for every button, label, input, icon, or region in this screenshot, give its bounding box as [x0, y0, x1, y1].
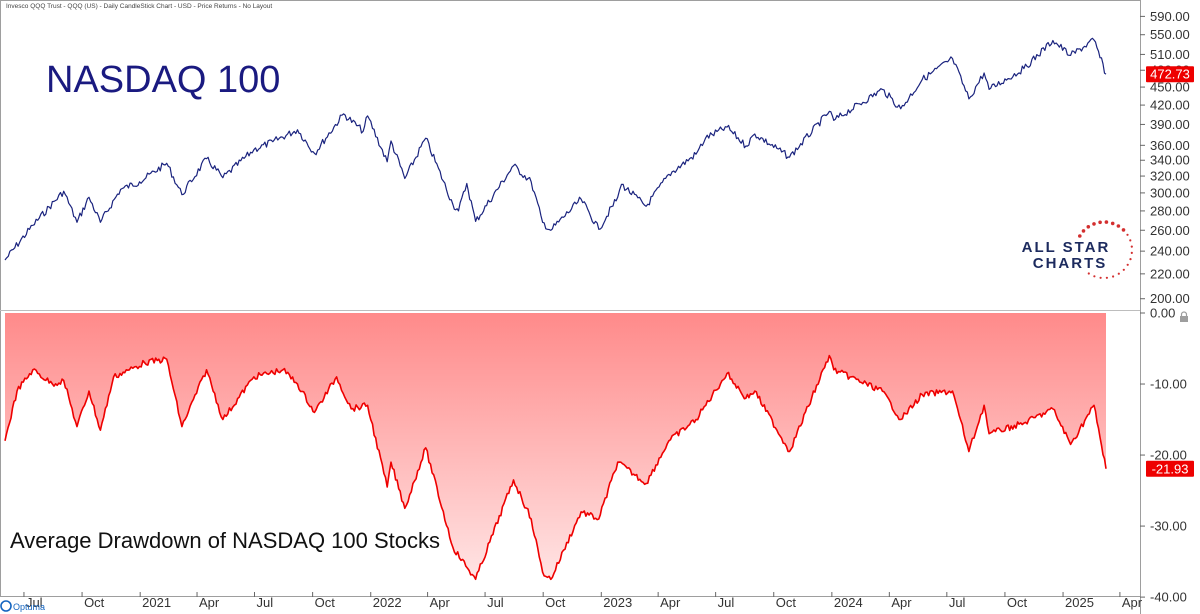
x-tick-label-15: Apr [891, 595, 912, 610]
logo-star-17 [1112, 275, 1115, 278]
logo-star-6 [1110, 221, 1115, 226]
price-tick-label-5: 420.00 [1150, 98, 1190, 113]
drawdown-last-value-badge: -21.93 [1146, 460, 1194, 477]
logo-star-2 [1086, 225, 1091, 229]
logo-star-19 [1099, 276, 1102, 279]
x-tick-label-8: Jul [487, 595, 504, 610]
x-tick-label-14: 2024 [834, 595, 863, 610]
price-tick-label-2: 510.00 [1150, 47, 1190, 62]
x-tick-label-5: Oct [315, 595, 336, 610]
logo-star-15 [1122, 268, 1125, 271]
drawdown-series-line [4, 354, 1107, 581]
x-tick-label-9: Oct [545, 595, 566, 610]
x-tick-label-13: Oct [776, 595, 797, 610]
price-last-value-badge: 472.73 [1146, 66, 1194, 83]
drawdown-axis-ticks: 0.00 -10.00 -20.00 -30.00 -40.00 [1140, 306, 1187, 605]
x-tick-label-0: Jul [26, 595, 43, 610]
drawdown-last-value: -21.93 [1152, 461, 1189, 476]
chart-subtitle: Invesco QQQ Trust - QQQ (US) - Daily Can… [6, 3, 272, 10]
price-tick-label-4: 450.00 [1150, 80, 1190, 95]
price-tick-label-6: 390.00 [1150, 117, 1190, 132]
logo-star-0 [1078, 234, 1082, 238]
x-tick-label-12: Jul [718, 595, 735, 610]
logo-star-11 [1130, 245, 1133, 248]
drawdown-panel-title: Average Drawdown of NASDAQ 100 Stocks [10, 528, 440, 553]
price-tick-label-1: 550.00 [1150, 27, 1190, 42]
logo-star-12 [1130, 251, 1133, 254]
x-tick-label-10: 2023 [603, 595, 632, 610]
price-last-value: 472.73 [1150, 67, 1190, 82]
price-tick-label-13: 240.00 [1150, 244, 1190, 259]
price-tick-label-8: 340.00 [1150, 153, 1190, 168]
logo-star-20 [1093, 275, 1096, 278]
logo-star-8 [1121, 228, 1126, 232]
x-tick-label-1: Oct [84, 595, 105, 610]
logo-star-10 [1129, 239, 1132, 242]
x-tick-label-2: 2021 [142, 595, 171, 610]
price-axis-ticks: 590.00550.00510.00480.00450.00420.00390.… [1140, 9, 1190, 306]
price-tick-label-9: 320.00 [1150, 169, 1190, 184]
price-tick-label-10: 300.00 [1150, 185, 1190, 200]
optuma-logo: Optuma [0, 600, 45, 612]
x-tick-label-19: Apr [1122, 595, 1143, 610]
x-tick-label-18: 2025 [1065, 595, 1094, 610]
logo-star-1 [1081, 229, 1086, 233]
price-tick-label-11: 280.00 [1150, 203, 1190, 218]
all-star-charts-logo: ALL STAR CHARTS [1022, 220, 1133, 279]
x-tick-label-17: Oct [1007, 595, 1028, 610]
price-tick-label-0: 590.00 [1150, 9, 1190, 24]
logo-star-21 [1087, 272, 1090, 275]
x-tick-label-11: Apr [660, 595, 681, 610]
logo-star-7 [1116, 224, 1121, 228]
logo-star-14 [1126, 263, 1129, 266]
logo-star-16 [1117, 272, 1120, 275]
price-tick-label-7: 360.00 [1150, 138, 1190, 153]
x-tick-label-16: Jul [949, 595, 966, 610]
price-tick-label-15: 200.00 [1150, 291, 1190, 306]
lock-icon[interactable] [1180, 311, 1188, 322]
price-tick-label-12: 260.00 [1150, 223, 1190, 238]
logo-star-18 [1105, 276, 1108, 279]
optuma-label: Optuma [13, 602, 45, 612]
drawdown-tick-label-4: -40.00 [1150, 590, 1187, 605]
x-tick-label-7: Apr [430, 595, 451, 610]
optuma-icon [0, 600, 12, 612]
drawdown-tick-label-3: -30.00 [1150, 519, 1187, 534]
logo-star-9 [1126, 233, 1129, 236]
logo-line1: ALL STAR [1022, 239, 1111, 256]
x-axis-ticks: Jul Oct 2021 Apr Jul Oct 2022 Apr Jul Oct 2023 Apr J… [23, 592, 1143, 610]
drawdown-tick-label-0: 0.00 [1150, 306, 1175, 321]
drawdown-area-fill [5, 313, 1106, 580]
logo-line2: CHARTS [1033, 255, 1108, 272]
x-tick-label-3: Apr [199, 595, 220, 610]
logo-star-3 [1092, 222, 1096, 226]
price-series-line [4, 37, 1107, 261]
price-tick-label-14: 220.00 [1150, 266, 1190, 281]
logo-star-5 [1104, 220, 1109, 224]
logo-star-4 [1098, 220, 1102, 225]
price-panel-title: NASDAQ 100 [46, 59, 280, 101]
logo-star-13 [1129, 258, 1132, 261]
drawdown-tick-label-2: -20.00 [1150, 448, 1187, 463]
logo-stars-ring [1078, 220, 1133, 279]
x-tick-label-6: 2022 [373, 595, 402, 610]
drawdown-tick-label-1: -10.00 [1150, 377, 1187, 392]
x-tick-label-4: Jul [257, 595, 274, 610]
